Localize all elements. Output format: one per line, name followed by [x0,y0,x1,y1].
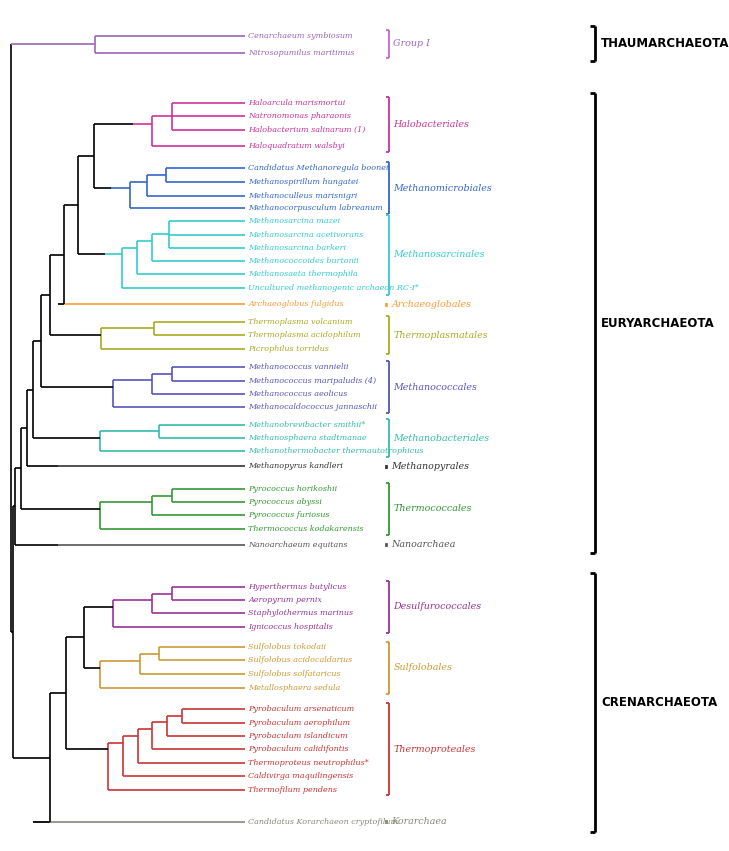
Text: Methanococcus aeolicus: Methanococcus aeolicus [249,390,348,397]
Text: Sulfolobus acidocaldarius: Sulfolobus acidocaldarius [249,656,353,665]
Text: Thermoproteales: Thermoproteales [394,745,476,754]
Text: Methanocaldococcus jannaschii: Methanocaldococcus jannaschii [249,403,378,411]
Text: Methanosarcina acetivorans: Methanosarcina acetivorans [249,231,364,239]
Text: Thermococcus kodakarensis: Thermococcus kodakarensis [249,525,364,533]
Text: Pyrococcus horikoshii: Pyrococcus horikoshii [249,485,338,493]
Text: Methanobacteriales: Methanobacteriales [394,434,490,443]
Text: Korarchaea: Korarchaea [391,818,447,826]
Text: THAUMARCHAEOTA: THAUMARCHAEOTA [601,37,729,50]
Text: Natronomonas pharaonis: Natronomonas pharaonis [249,112,351,120]
Text: Candidatus Korarchaeon cryptofilum: Candidatus Korarchaeon cryptofilum [249,818,399,826]
Text: Picrophilus torridus: Picrophilus torridus [249,345,330,352]
Text: Haloquadratum walsbyi: Haloquadratum walsbyi [249,142,345,150]
Text: Cenarchaeum symbiosum: Cenarchaeum symbiosum [249,32,353,40]
Text: Group I: Group I [394,39,430,49]
Text: Sulfolobus tokodaii: Sulfolobus tokodaii [249,643,327,652]
Text: Thermococcales: Thermococcales [394,505,472,513]
Text: Ignicoccus hospitalis: Ignicoccus hospitalis [249,623,333,631]
Text: Sulfolobales: Sulfolobales [394,663,452,672]
Text: Pyrobaculum islandicum: Pyrobaculum islandicum [249,732,348,740]
Text: Thermoplasmatales: Thermoplasmatales [394,331,488,340]
Text: Aeropyrum pernix: Aeropyrum pernix [249,597,322,604]
Text: Halobacterium salinarum (1): Halobacterium salinarum (1) [249,126,366,134]
Text: Uncultured methanogenic archaeon RC-I*: Uncultured methanogenic archaeon RC-I* [249,284,419,292]
Text: CRENARCHAEOTA: CRENARCHAEOTA [601,696,717,709]
Text: Thermoplasma acidophilum: Thermoplasma acidophilum [249,331,361,339]
Text: Candidatus Methanoregula boonei: Candidatus Methanoregula boonei [249,164,389,172]
Text: Methanopyrus kandleri: Methanopyrus kandleri [249,462,343,470]
Text: Methanosarcina mazei: Methanosarcina mazei [249,217,340,226]
Text: Thermofilum pendens: Thermofilum pendens [249,785,338,794]
Text: Methanococcus vannielii: Methanococcus vannielii [249,363,349,371]
Text: Thermoplasma volcanium: Thermoplasma volcanium [249,318,353,326]
Text: Methanothermobacter thermautotrophicus: Methanothermobacter thermautotrophicus [249,448,424,455]
Text: Caldivirga maquilingensis: Caldivirga maquilingensis [249,772,354,780]
Text: Methanococcus maripaludis (4): Methanococcus maripaludis (4) [249,377,376,385]
Text: Nitrosopumilus maritimus: Nitrosopumilus maritimus [249,49,355,57]
Text: Methanopyrales: Methanopyrales [391,462,469,471]
Text: Methanobrevibacter smithii*: Methanobrevibacter smithii* [249,421,366,429]
Text: Methanosphaera stadtmanae: Methanosphaera stadtmanae [249,434,367,442]
Text: Halobacteriales: Halobacteriales [394,120,469,129]
Text: Hyperthermus butylicus: Hyperthermus butylicus [249,583,347,591]
Text: Nanoarchaeum equitans: Nanoarchaeum equitans [249,540,348,549]
Text: Methanosaeta thermophila: Methanosaeta thermophila [249,270,358,278]
Text: Archaeoglobus fulgidus: Archaeoglobus fulgidus [249,300,344,308]
Text: Pyrococcus furiosus: Pyrococcus furiosus [249,511,330,519]
Text: Thermoproteus neutrophilus*: Thermoproteus neutrophilus* [249,759,369,767]
Text: Pyrobaculum calidifontis: Pyrobaculum calidifontis [249,745,349,753]
Text: Desulfurococcales: Desulfurococcales [394,603,482,611]
Text: Methanococcales: Methanococcales [394,383,477,391]
Text: Sulfolobus solfataricus: Sulfolobus solfataricus [249,670,341,678]
Text: Pyrobaculum aerophilum: Pyrobaculum aerophilum [249,719,351,727]
Text: Methanoculleus marisnigri: Methanoculleus marisnigri [249,191,358,200]
Text: Methanocorpusculum labreanum: Methanocorpusculum labreanum [249,204,383,213]
Text: Methanosarcinales: Methanosarcinales [394,250,485,260]
Text: Pyrobaculum arsenaticum: Pyrobaculum arsenaticum [249,705,354,713]
Text: Methanomicrobiales: Methanomicrobiales [394,184,492,193]
Text: Methanococcoides burtonii: Methanococcoides burtonii [249,257,359,266]
Text: Methanospirillum hungatei: Methanospirillum hungatei [249,178,359,186]
Text: Pyrococcus abyssi: Pyrococcus abyssi [249,499,322,506]
Text: Methanosarcina barkeri: Methanosarcina barkeri [249,243,346,252]
Text: Staphylothermus marinus: Staphylothermus marinus [249,609,354,617]
Text: Haloarcula marismortui: Haloarcula marismortui [249,99,346,106]
Text: EURYARCHAEOTA: EURYARCHAEOTA [601,317,715,329]
Text: Nanoarchaea: Nanoarchaea [391,540,456,549]
Text: Metallosphaera sedula: Metallosphaera sedula [249,683,340,692]
Text: Archaeoglobales: Archaeoglobales [391,300,472,309]
